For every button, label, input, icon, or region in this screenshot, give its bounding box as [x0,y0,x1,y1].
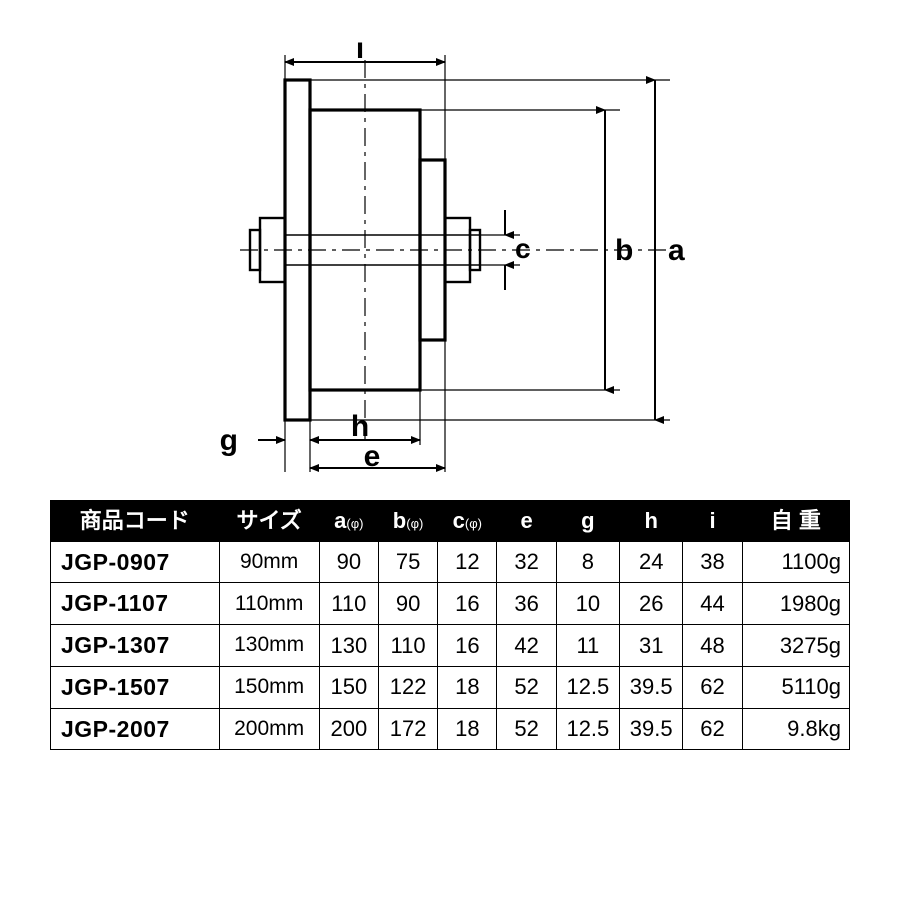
cell-b: 172 [378,708,437,750]
cell-e: 42 [497,625,556,667]
dim-label-c: c [515,233,531,264]
cell-code: JGP-1307 [51,625,220,667]
cell-i: 44 [683,583,742,625]
spec-table-container: 商品コード サイズ a(φ) b(φ) c(φ) e g h i 自 重 JGP… [50,500,850,750]
cell-code: JGP-2007 [51,708,220,750]
cell-g: 10 [556,583,619,625]
cell-c: 16 [438,625,497,667]
table-row: JGP-1307130mm13011016421131483275g [51,625,850,667]
cell-e: 52 [497,666,556,708]
table-row: JGP-090790mm90751232824381100g [51,541,850,583]
cell-g: 8 [556,541,619,583]
cell-a: 200 [319,708,378,750]
cell-weight: 9.8kg [742,708,849,750]
dim-label-g: g [220,424,238,457]
th-a: a(φ) [319,501,378,542]
cell-size: 150mm [219,666,319,708]
dim-label-i: i [356,40,364,65]
th-h: h [620,501,683,542]
cell-c: 16 [438,583,497,625]
dimension-diagram: i a b c g h e [110,40,790,475]
cell-e: 36 [497,583,556,625]
cell-b: 122 [378,666,437,708]
cell-b: 110 [378,625,437,667]
dim-label-b: b [615,234,633,267]
table-row: JGP-1507150mm150122185212.539.5625110g [51,666,850,708]
dim-label-h: h [351,410,369,443]
cell-c: 18 [438,666,497,708]
cell-code: JGP-1107 [51,583,220,625]
th-i: i [683,501,742,542]
th-size: サイズ [219,501,319,542]
cell-weight: 3275g [742,625,849,667]
th-b: b(φ) [378,501,437,542]
cell-a: 150 [319,666,378,708]
th-g: g [556,501,619,542]
cell-size: 110mm [219,583,319,625]
cell-g: 11 [556,625,619,667]
cell-a: 110 [319,583,378,625]
table-row: JGP-1107110mm1109016361026441980g [51,583,850,625]
cell-g: 12.5 [556,708,619,750]
cell-a: 130 [319,625,378,667]
cell-size: 200mm [219,708,319,750]
cell-i: 62 [683,666,742,708]
cell-h: 39.5 [620,708,683,750]
dim-label-a: a [668,234,685,267]
cell-size: 90mm [219,541,319,583]
cell-b: 75 [378,541,437,583]
cell-g: 12.5 [556,666,619,708]
cell-c: 18 [438,708,497,750]
th-weight: 自 重 [742,501,849,542]
cell-i: 38 [683,541,742,583]
th-e: e [497,501,556,542]
cell-e: 32 [497,541,556,583]
cell-i: 62 [683,708,742,750]
cell-weight: 5110g [742,666,849,708]
cell-weight: 1980g [742,583,849,625]
table-header-row: 商品コード サイズ a(φ) b(φ) c(φ) e g h i 自 重 [51,501,850,542]
cell-c: 12 [438,541,497,583]
cell-h: 39.5 [620,666,683,708]
cell-code: JGP-1507 [51,666,220,708]
dim-label-e: e [364,440,381,473]
cell-h: 24 [620,541,683,583]
cell-h: 31 [620,625,683,667]
table-row: JGP-2007200mm200172185212.539.5629.8kg [51,708,850,750]
th-c: c(φ) [438,501,497,542]
cell-b: 90 [378,583,437,625]
th-code: 商品コード [51,501,220,542]
cell-e: 52 [497,708,556,750]
spec-table: 商品コード サイズ a(φ) b(φ) c(φ) e g h i 自 重 JGP… [50,500,850,750]
cell-weight: 1100g [742,541,849,583]
cell-i: 48 [683,625,742,667]
cell-code: JGP-0907 [51,541,220,583]
cell-a: 90 [319,541,378,583]
cell-h: 26 [620,583,683,625]
cell-size: 130mm [219,625,319,667]
